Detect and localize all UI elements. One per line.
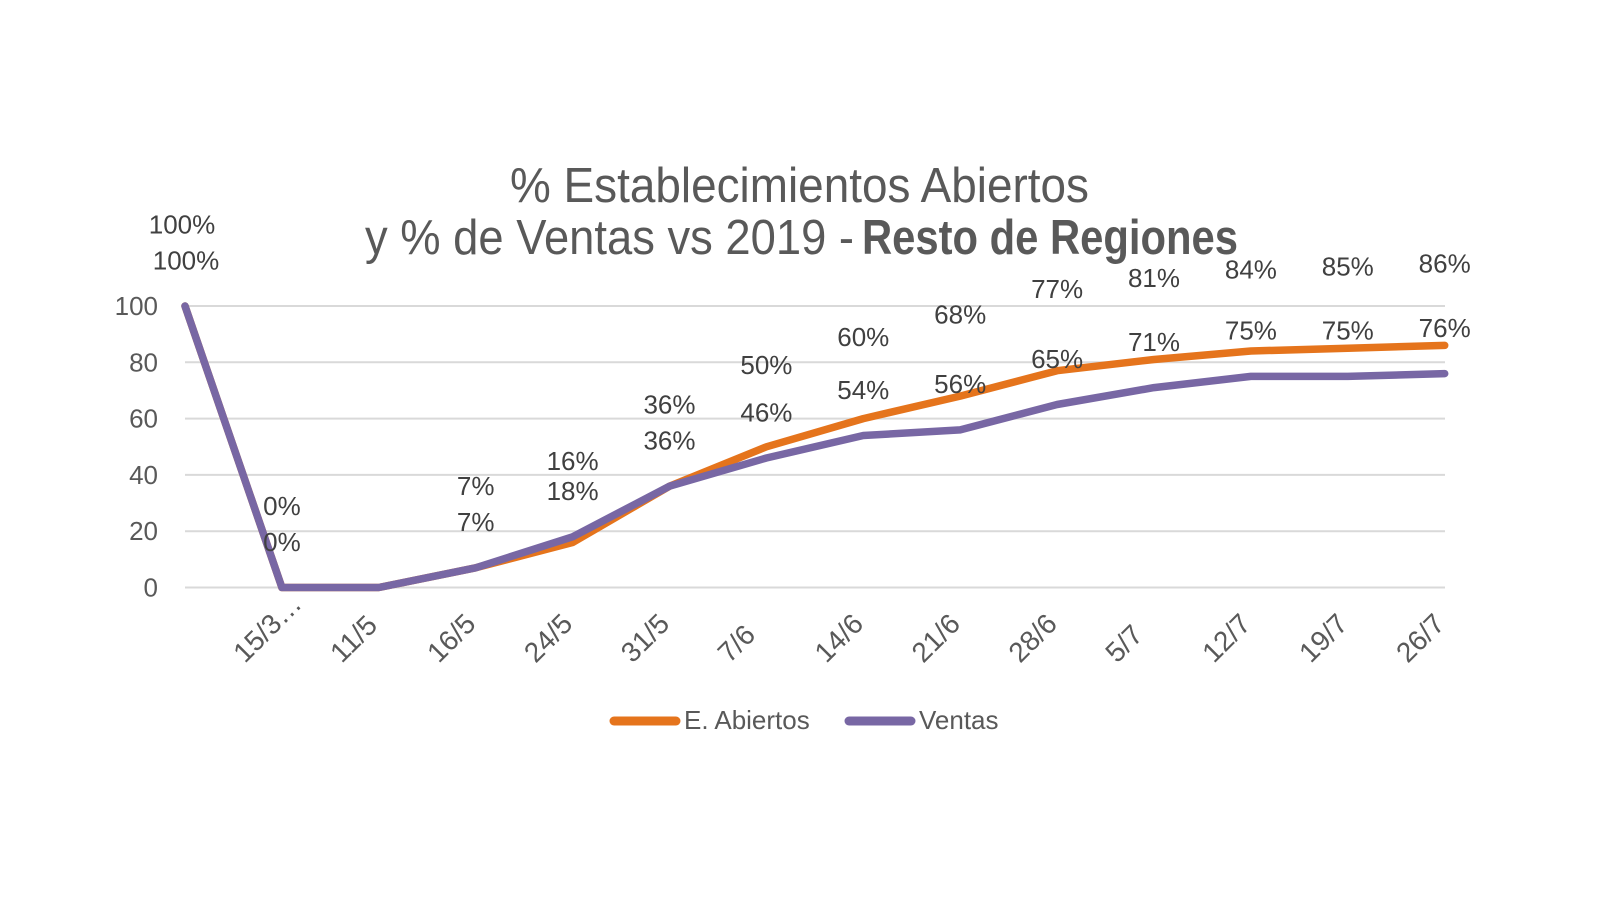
svg-text:71%: 71% [1128, 327, 1180, 357]
svg-text:84%: 84% [1225, 254, 1277, 284]
svg-text:20: 20 [129, 516, 158, 546]
svg-text:18%: 18% [547, 476, 599, 506]
svg-text:100%: 100% [149, 209, 216, 239]
svg-text:68%: 68% [934, 299, 986, 329]
svg-text:Resto de Regiones: Resto de Regiones [862, 211, 1238, 265]
svg-text:85%: 85% [1322, 252, 1374, 282]
svg-text:7%: 7% [457, 471, 495, 501]
svg-text:16%: 16% [547, 446, 599, 476]
svg-text:100%: 100% [153, 245, 220, 275]
svg-text:100: 100 [115, 291, 158, 321]
svg-text:0%: 0% [263, 491, 301, 521]
svg-text:0: 0 [144, 573, 158, 603]
svg-text:36%: 36% [643, 390, 695, 420]
svg-text:77%: 77% [1031, 274, 1083, 304]
svg-text:54%: 54% [837, 375, 889, 405]
svg-text:75%: 75% [1225, 316, 1277, 346]
svg-text:7%: 7% [457, 507, 495, 537]
svg-text:36%: 36% [643, 426, 695, 456]
svg-text:56%: 56% [934, 369, 986, 399]
svg-text:y % de Ventas vs 2019 -: y % de Ventas vs 2019 - [365, 211, 854, 265]
svg-text:60%: 60% [837, 322, 889, 352]
svg-text:Ventas: Ventas [919, 705, 999, 735]
svg-text:81%: 81% [1128, 263, 1180, 293]
svg-text:65%: 65% [1031, 344, 1083, 374]
svg-text:% Establecimientos Abiertos: % Establecimientos Abiertos [510, 159, 1089, 213]
svg-text:60: 60 [129, 404, 158, 434]
svg-text:86%: 86% [1419, 249, 1471, 279]
svg-text:E. Abiertos: E. Abiertos [684, 705, 810, 735]
svg-text:40: 40 [129, 460, 158, 490]
svg-text:80: 80 [129, 347, 158, 377]
svg-text:75%: 75% [1322, 316, 1374, 346]
svg-text:0%: 0% [263, 527, 301, 557]
svg-text:50%: 50% [740, 350, 792, 380]
svg-text:76%: 76% [1419, 313, 1471, 343]
svg-text:46%: 46% [740, 397, 792, 427]
